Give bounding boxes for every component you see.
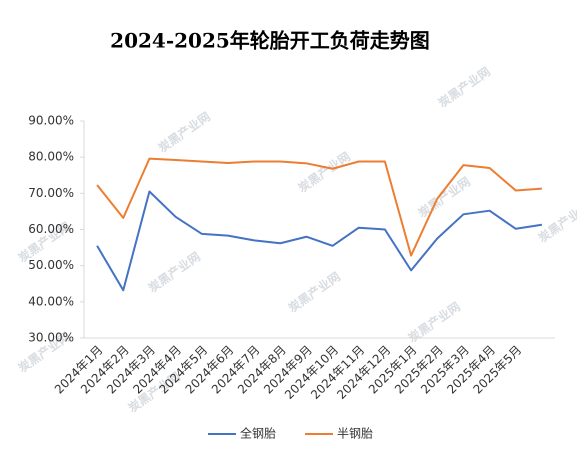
y-tick-label: 80.00% xyxy=(28,150,74,164)
watermark: 炭黑产业网 xyxy=(285,269,343,316)
y-tick-label: 50.00% xyxy=(28,258,74,272)
chart-title: 2024-2025年轮胎开工负荷走势图 xyxy=(110,29,430,53)
y-tick-label: 30.00% xyxy=(28,331,74,345)
watermark: 炭黑产业网 xyxy=(295,149,353,196)
watermark: 炭黑产业网 xyxy=(145,249,203,296)
watermark: 炭黑产业网 xyxy=(155,109,213,156)
y-tick-label: 40.00% xyxy=(28,294,74,308)
y-tick-label: 70.00% xyxy=(28,186,74,200)
watermark: 炭黑产业网 xyxy=(435,64,493,111)
series-line xyxy=(96,157,542,257)
watermark: 炭黑产业网 xyxy=(535,199,577,246)
legend-label: 全钢胎 xyxy=(240,426,276,441)
series-line xyxy=(96,190,543,292)
y-tick-label: 90.00% xyxy=(28,114,74,128)
y-tick-label: 60.00% xyxy=(28,222,74,236)
legend-label: 半钢胎 xyxy=(337,427,373,441)
